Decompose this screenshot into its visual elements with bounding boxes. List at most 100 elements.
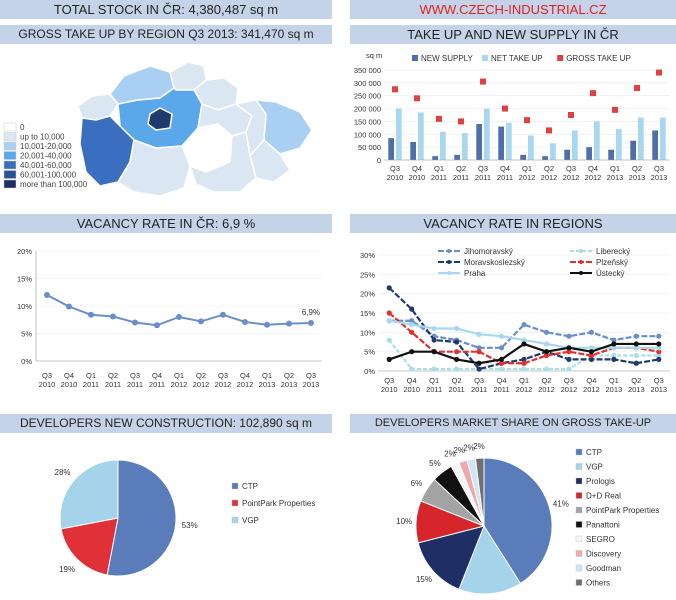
map-legend-swatch: [3, 179, 17, 189]
bar-new-supply: [498, 126, 504, 160]
legend-label: Others: [586, 579, 610, 588]
x-tick-label: 2012: [561, 385, 578, 394]
x-tick-label: Q3: [654, 376, 664, 385]
x-tick-label: 2011: [449, 385, 465, 394]
x-tick-label: 2012: [519, 173, 536, 182]
x-tick-label: Q2: [456, 164, 466, 173]
x-tick-label: 2010: [61, 380, 78, 389]
x-tick-label: Q1: [522, 164, 532, 173]
vacancy-point: [198, 318, 204, 325]
legend-label: PointPark Properties: [242, 499, 315, 508]
map-legend-label: 20,001-40,000: [20, 152, 72, 161]
y-tick-label: 10%: [17, 302, 32, 311]
series-point: [454, 349, 460, 355]
y-tick-label: 0%: [364, 367, 375, 376]
map-legend-label: more than 100,000: [20, 180, 88, 189]
y-tick-label: 5%: [21, 330, 32, 339]
bar-net-take-up: [572, 130, 578, 160]
series-point: [566, 356, 572, 362]
series-point: [454, 366, 460, 372]
vacancy-point: [44, 292, 50, 298]
region-praha[interactable]: [147, 107, 173, 131]
x-tick-label: 2013: [651, 173, 668, 182]
x-tick-label: 2013: [259, 380, 276, 389]
marker-gross-take-up: [634, 85, 640, 91]
developers-construction-pie: 53% 19% 28% CTP PointPark Properties VGP: [55, 459, 315, 577]
y-tick-label: 25%: [360, 270, 375, 279]
x-tick-label: Q1: [262, 371, 272, 380]
legend-swatch: [231, 482, 239, 490]
vacancy-point: [242, 318, 248, 325]
x-tick-label: 2010: [381, 385, 398, 394]
series-point: [588, 329, 594, 335]
bar-new-supply: [542, 156, 548, 160]
pie-data-label: 2%: [444, 450, 456, 459]
series-point: [386, 318, 392, 324]
region-jihomoravsky[interactable]: [188, 131, 257, 193]
y-tick-label: 350 000: [354, 66, 381, 75]
legend-label: Prologis: [586, 477, 615, 486]
czech-map: [77, 61, 313, 197]
bar-new-supply: [476, 124, 482, 160]
x-tick-label: 2013: [606, 385, 623, 394]
series-point: [633, 352, 639, 359]
gross-take-up-region-header: GROSS TAKE UP BY REGION Q3 2013: 341,470…: [0, 25, 332, 44]
vacancy-line: [46, 294, 312, 327]
series-point: [521, 356, 527, 362]
y-tick-label: 150 000: [354, 117, 381, 126]
marker-gross-take-up: [568, 112, 574, 118]
vacancy-cr-panel: 0% 5% 10% 15% 20% 6,9% Q3 2010 Q4 2010 Q1 2011 Q2 201…: [0, 233, 332, 411]
bar-net-take-up: [550, 143, 556, 160]
series-point: [588, 356, 594, 362]
region-moravskoslezsky[interactable]: [254, 99, 313, 155]
series-point: [633, 360, 639, 366]
series-point: [566, 345, 572, 351]
x-tick-label: 2012: [516, 385, 533, 394]
x-tick-label: Q4: [412, 164, 422, 173]
take-up-supply-panel: sq m 0 50 000 100 000 150 000 200 000 250 000 3…: [350, 44, 676, 212]
bar-net-take-up: [594, 121, 600, 160]
x-tick-label: 2012: [541, 173, 558, 182]
vacancy-regions-panel: 0% 5% 10% 15% 20% 25% 30% Jihomoravský Liberecký…: [350, 233, 676, 411]
x-tick-label: 2011: [497, 173, 513, 182]
x-tick-label: Q2: [284, 371, 294, 380]
pie-slice: [417, 525, 485, 590]
x-tick-label: Q3: [384, 376, 394, 385]
x-tick-label: 2011: [453, 173, 469, 182]
x-tick-label: 2012: [538, 385, 555, 394]
x-tick-label: Q1: [174, 371, 184, 380]
series-point: [633, 345, 639, 351]
x-tick-label: Q1: [434, 164, 444, 173]
region-jihocesky[interactable]: [116, 138, 191, 197]
y-tick-label: 15%: [360, 309, 375, 318]
series-point: [431, 325, 437, 332]
series-point: [543, 352, 550, 359]
series-point: [521, 322, 527, 328]
x-tick-label: Q3: [218, 371, 228, 380]
x-tick-label: Q4: [240, 371, 250, 380]
series-point: [588, 349, 594, 355]
website-header[interactable]: WWW.CZECH-INDUSTRIAL.CZ: [350, 0, 676, 19]
map-legend-swatch: [3, 170, 17, 179]
map-legend: 0up to 10,00010,001-20,00020,001-40,0004…: [3, 122, 88, 189]
map-legend-swatch: [3, 141, 17, 151]
legend-label: VGP: [586, 463, 603, 472]
legend-label: Ústecký: [596, 269, 624, 278]
bar-new-supply: [586, 147, 592, 160]
series-point: [386, 310, 392, 316]
y-tick-label: 250 000: [354, 92, 381, 101]
x-tick-label: 2011: [127, 380, 143, 389]
series-point: [543, 329, 550, 335]
series-point: [611, 345, 617, 351]
map-legend-label: 0: [20, 123, 25, 132]
legend-swatch: [231, 499, 239, 507]
x-tick-label: Q1: [86, 371, 96, 380]
x-tick-label: Q3: [306, 371, 316, 380]
x-tick-label: 2012: [171, 380, 188, 389]
region-karlovarsky[interactable]: [77, 93, 119, 121]
series-point: [476, 366, 482, 372]
x-tick-label: Q4: [407, 376, 417, 385]
pie-data-label: 2%: [463, 443, 475, 452]
bar-net-take-up: [418, 112, 424, 160]
series-point: [409, 318, 415, 324]
